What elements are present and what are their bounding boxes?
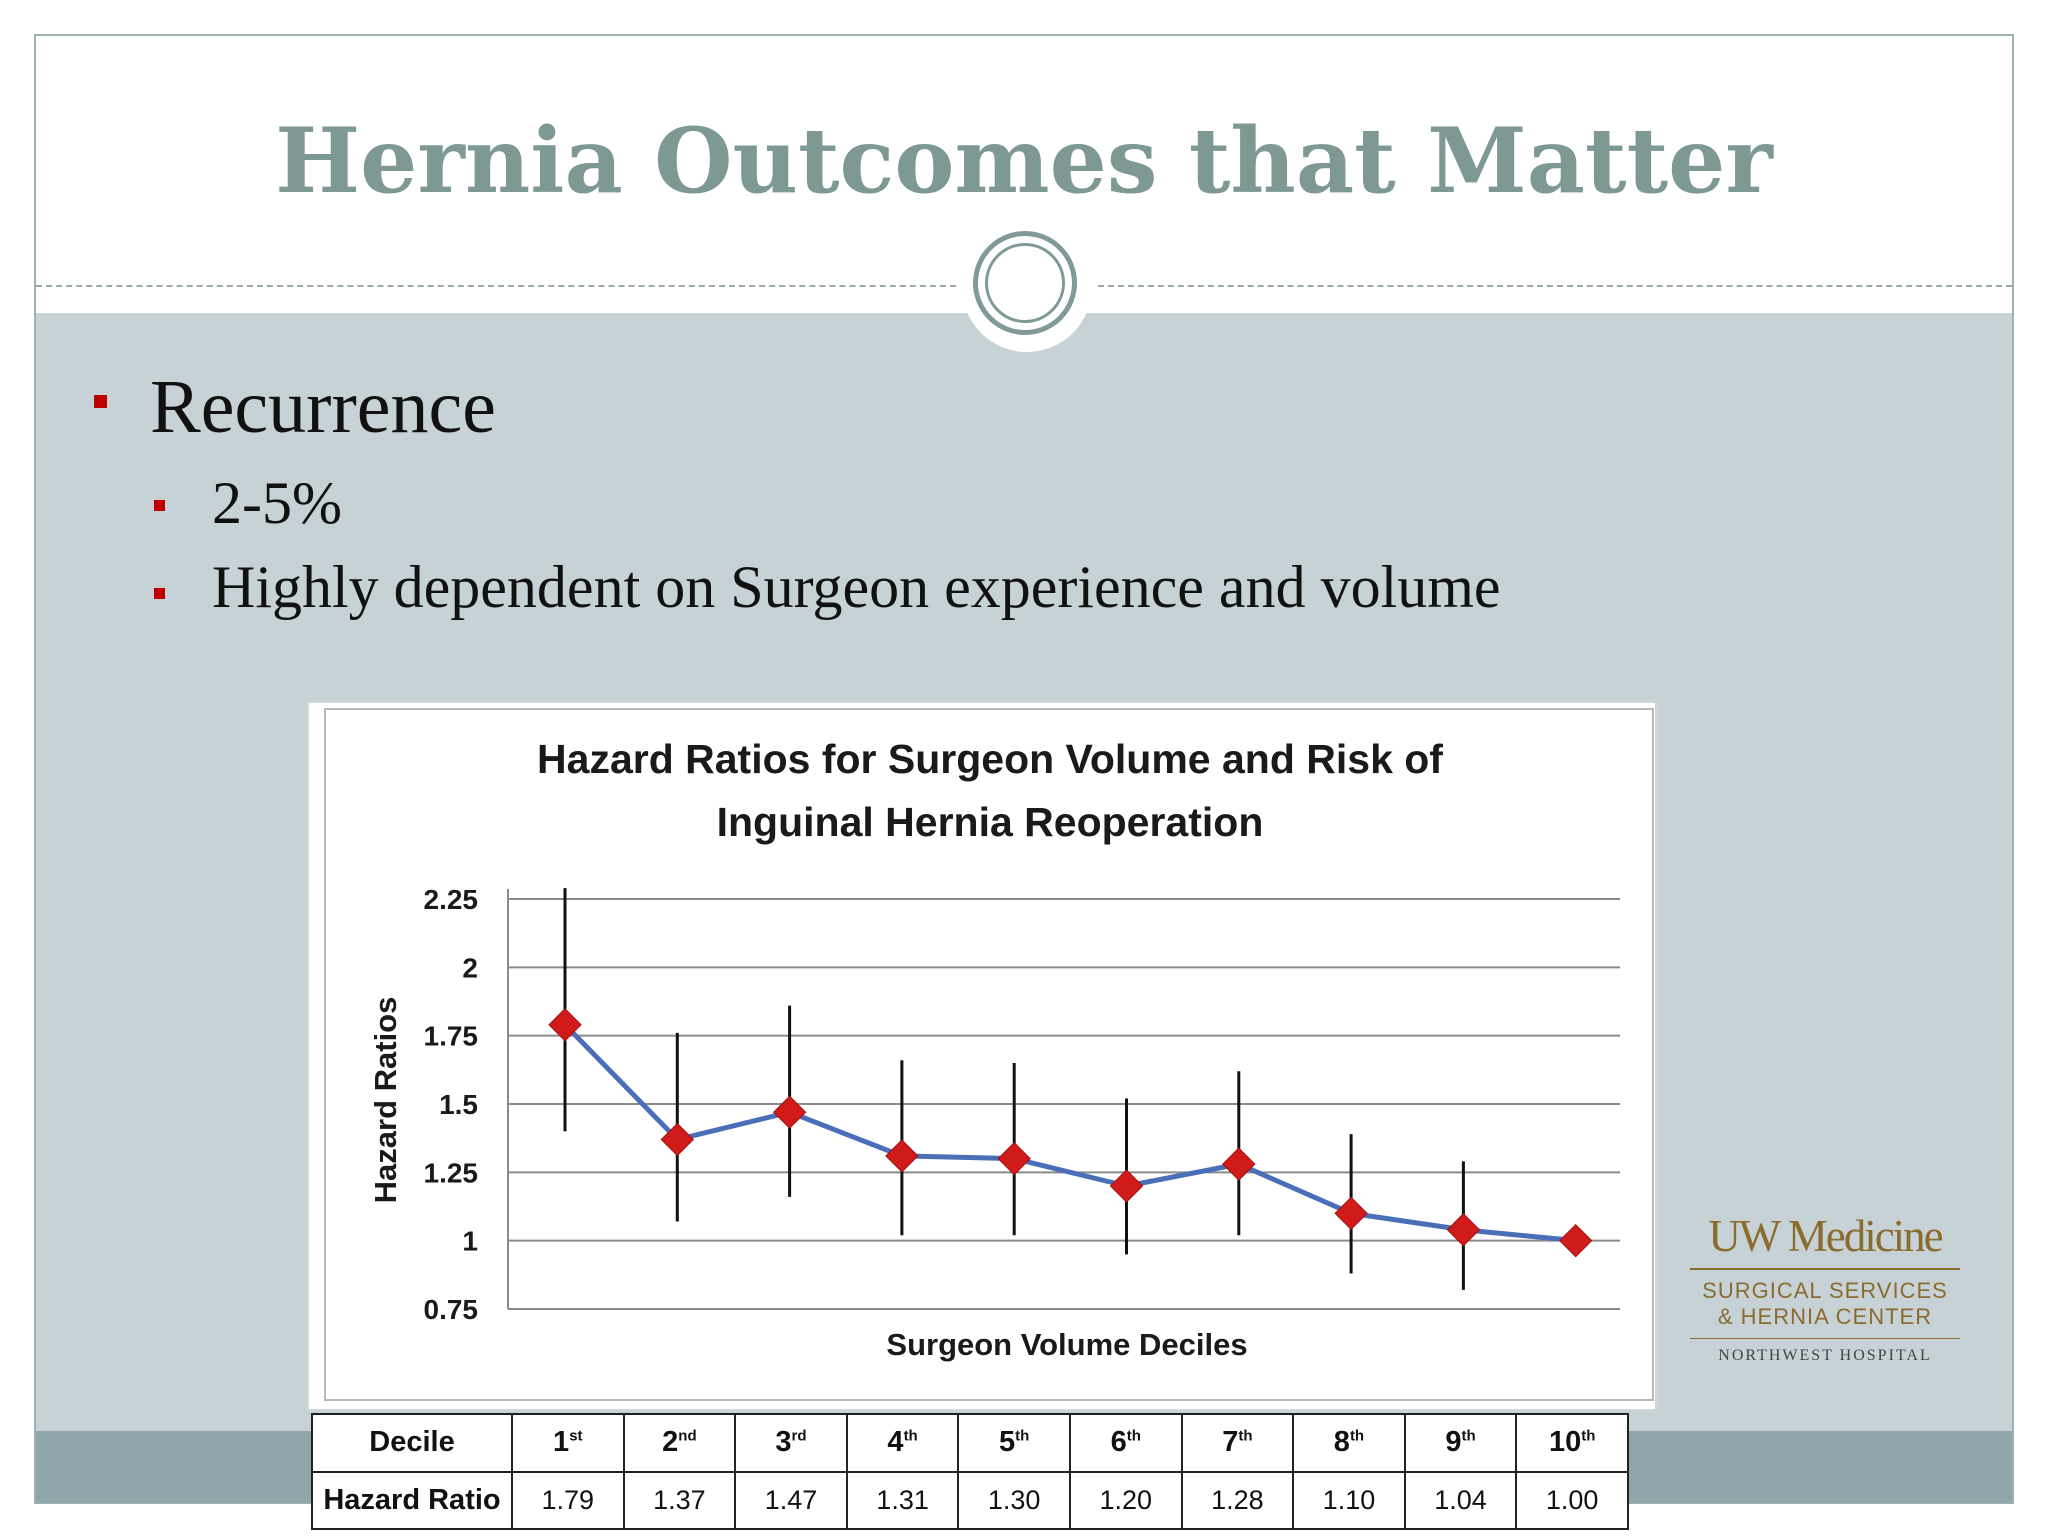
decile-number: 4 [887, 1426, 904, 1459]
sub-bullet-dependency: Highly dependent on Surgeon experience a… [212, 554, 1501, 620]
table-cell-decile: 7th [1180, 1413, 1295, 1473]
logo-name: UW Medicine [1708, 1211, 1943, 1261]
y-tick-label: 1.5 [439, 1089, 478, 1120]
data-point-marker [997, 1141, 1031, 1176]
sub-bullet-rate: 2-5% [212, 470, 342, 536]
y-tick-label: 0.75 [424, 1294, 479, 1325]
decile-number: 10 [1548, 1426, 1582, 1459]
decile-number: 6 [1110, 1426, 1127, 1459]
chart-title-line1: Hazard Ratios for Surgeon Volume and Ris… [537, 736, 1443, 782]
table-cell-decile: 2nd [622, 1413, 737, 1473]
y-axis-label: Hazard Ratios [368, 997, 403, 1204]
decile-suffix: th [1015, 1427, 1030, 1445]
logo-rule [1690, 1268, 1960, 1270]
sub-bullet-marker-icon [154, 500, 165, 511]
decile-number: 5 [999, 1426, 1016, 1459]
data-point-marker [1558, 1223, 1593, 1258]
circle-ornament-inner-ring [985, 243, 1065, 323]
decile-suffix: nd [678, 1427, 697, 1445]
decile-number: 3 [775, 1426, 792, 1459]
data-point-marker [660, 1122, 695, 1157]
decile-number: 8 [1333, 1426, 1350, 1459]
table-cell-hazard-ratio: 1.04 [1403, 1470, 1518, 1530]
table-cell-decile: 3rd [734, 1413, 848, 1473]
table-cell-decile: 6th [1068, 1413, 1183, 1473]
decile-number: 1 [553, 1426, 570, 1459]
table-cell-decile: 4th [845, 1413, 960, 1473]
y-tick-label: 1.25 [424, 1157, 479, 1188]
decile-suffix: rd [791, 1427, 807, 1445]
table-cell-hazard-ratio: 1.37 [622, 1470, 737, 1530]
decile-suffix: th [1238, 1427, 1253, 1445]
data-point-marker [548, 1008, 582, 1042]
table-cell-hazard-ratio: 1.20 [1068, 1470, 1183, 1530]
decile-number: 7 [1222, 1426, 1239, 1459]
y-tick-label: 2.25 [424, 884, 479, 915]
table-value-row: Hazard Ratio 1.79 1.37 1.47 1.31 1.30 1.20 1.2… [311, 1470, 1629, 1530]
table-cell-decile: 1st [511, 1413, 625, 1473]
table-row-label-hazard-ratio: Hazard Ratio [311, 1470, 513, 1530]
data-point-marker [772, 1095, 807, 1129]
table-cell-decile: 10th [1515, 1413, 1629, 1473]
logo-subtitle-line1: SURGICAL SERVICES [1702, 1278, 1948, 1303]
table-cell-hazard-ratio: 1.31 [845, 1470, 960, 1530]
sub-bullet-marker-icon [154, 588, 165, 599]
chart-frame [324, 708, 1654, 1401]
circle-ornament-outer-ring [973, 231, 1077, 335]
hazard-ratio-table: Decile 1st 2nd 3rd 4th 5th 6th 7th 8th 9th 10th H… [311, 1413, 1629, 1530]
title-divider-left [36, 285, 956, 287]
x-axis-label: Surgeon Volume Deciles [886, 1327, 1247, 1362]
table-cell-hazard-ratio: 1.30 [957, 1470, 1071, 1530]
y-tick-label: 1 [462, 1226, 478, 1257]
slide-title: Hernia Outcomes that Matter [275, 108, 1773, 214]
table-cell-decile: 9th [1403, 1413, 1518, 1473]
bullet-marker-icon [94, 395, 107, 408]
y-tick-label: 1.75 [424, 1021, 479, 1052]
table-cell-hazard-ratio: 1.10 [1292, 1470, 1406, 1530]
decile-suffix: th [903, 1427, 918, 1445]
table-cell-hazard-ratio: 1.00 [1515, 1470, 1629, 1530]
decile-suffix: th [1349, 1427, 1365, 1445]
table-cell-decile: 8th [1292, 1413, 1406, 1473]
table-header-row: Decile 1st 2nd 3rd 4th 5th 6th 7th 8th 9th 10th [311, 1413, 1629, 1473]
data-point-marker [885, 1139, 919, 1173]
table-cell-hazard-ratio: 1.28 [1180, 1470, 1295, 1530]
y-tick-label: 2 [462, 952, 478, 983]
data-point-marker [1446, 1213, 1481, 1247]
table-cell-hazard-ratio: 1.79 [511, 1470, 625, 1530]
title-divider-right [1098, 285, 2012, 287]
decile-suffix: th [1126, 1427, 1141, 1445]
table-cell-decile: 5th [957, 1413, 1071, 1473]
logo-rule [1690, 1338, 1960, 1339]
uw-medicine-logo: UW Medicine SURGICAL SERVICES & HERNIA C… [1690, 1210, 1960, 1365]
decile-number: 9 [1445, 1426, 1462, 1459]
series-line [563, 1022, 1576, 1244]
chart-title-line2: Inguinal Hernia Reoperation [717, 799, 1264, 845]
decile-number: 2 [662, 1426, 679, 1459]
table-cell-hazard-ratio: 1.47 [734, 1470, 848, 1530]
data-point-marker [1334, 1196, 1368, 1231]
data-point-marker [1109, 1169, 1144, 1203]
table-row-label-decile: Decile [311, 1413, 513, 1473]
decile-suffix: st [569, 1427, 583, 1445]
logo-site: NORTHWEST HOSPITAL [1718, 1347, 1932, 1364]
chart-container [307, 701, 1657, 1411]
bullet-recurrence: Recurrence [150, 365, 496, 449]
logo-subtitle-line2: & HERNIA CENTER [1717, 1304, 1933, 1329]
decile-suffix: th [1461, 1427, 1476, 1445]
data-point-marker [1222, 1147, 1256, 1181]
decile-suffix: th [1581, 1427, 1596, 1445]
